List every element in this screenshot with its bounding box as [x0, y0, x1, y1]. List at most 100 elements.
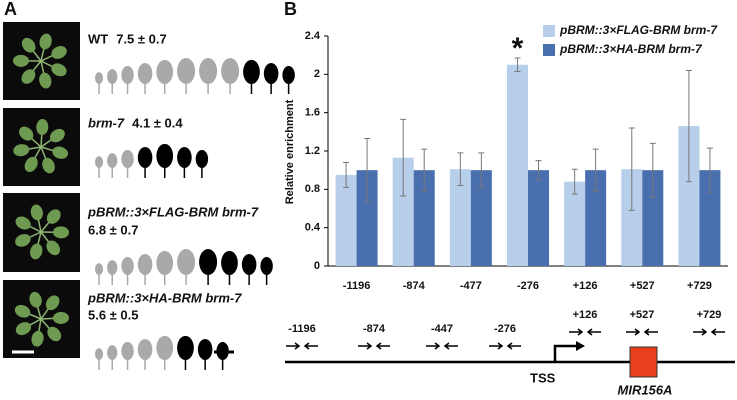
- leaf: [13, 54, 30, 67]
- y-tick-label: 0.8: [305, 183, 320, 195]
- primer-arrow: [426, 342, 458, 350]
- leaf: [19, 126, 34, 141]
- bar: [335, 174, 357, 266]
- leaf-silhouette: [156, 335, 174, 360]
- tss-arrowhead: [576, 341, 585, 351]
- leaf: [30, 243, 43, 260]
- y-axis-label: Relative enrichment: [284, 99, 296, 204]
- leaf-silhouette: [107, 69, 118, 84]
- error-bar: [400, 118, 407, 197]
- primer-arrow: [489, 342, 521, 350]
- leaf: [39, 33, 52, 50]
- bar: [678, 126, 700, 266]
- y-tick-label: 1.6: [305, 107, 320, 119]
- primer-arrow: [358, 342, 390, 350]
- x-tick-label: -477: [460, 280, 482, 292]
- leaf: [36, 119, 49, 136]
- leaf-silhouette: [221, 250, 238, 275]
- annotation: *: [512, 32, 524, 65]
- leaf: [14, 304, 31, 318]
- x-tick-label: -1196: [343, 280, 371, 292]
- leaf: [39, 72, 52, 89]
- leaf: [42, 157, 55, 174]
- leaf-silhouette: [199, 249, 218, 275]
- leaf: [13, 144, 30, 157]
- x-tick-label: -874: [403, 280, 426, 292]
- error-bar: [364, 138, 371, 203]
- gene-label: MIR156A: [618, 382, 673, 397]
- leaf-silhouette: [243, 59, 260, 84]
- leaf-silhouette: [107, 345, 118, 360]
- leaf-silhouette: [156, 143, 174, 168]
- leaf: [51, 46, 67, 59]
- bar: [413, 170, 435, 266]
- leaf-silhouette: [95, 348, 104, 360]
- primer-label: -874: [363, 323, 386, 335]
- tss-arrow: [553, 344, 578, 362]
- leaf-count: 5.6 ± 0.5: [88, 307, 139, 322]
- x-tick-label: +729: [687, 280, 712, 292]
- panel-label: B: [284, 0, 297, 19]
- primer-arrow: [286, 342, 318, 350]
- genotype: pBRM::3×HA-BRM brm-7: [87, 290, 242, 305]
- leaf: [46, 240, 60, 256]
- leaf: [52, 146, 69, 159]
- leaf-silhouette: [95, 72, 104, 84]
- error-bar: [628, 127, 635, 211]
- y-tick-label: 2.4: [305, 30, 321, 42]
- bar: [449, 169, 471, 266]
- x-tick-label: +527: [630, 280, 655, 292]
- bar: [528, 170, 549, 266]
- primer-arrow: [569, 328, 601, 336]
- genotype: brm-7: [88, 115, 125, 130]
- bar: [507, 64, 528, 266]
- leaf-silhouette: [241, 253, 257, 275]
- leaf-count: 4.1 ± 0.4: [132, 115, 183, 130]
- leaf-silhouette: [177, 58, 196, 84]
- bar: [642, 170, 664, 266]
- leaf-silhouette: [137, 146, 153, 168]
- y-tick-label: 2: [314, 68, 320, 80]
- genotype: WT: [88, 31, 108, 46]
- legend-label: pBRM::3×HA-BRM brm-7: [559, 42, 703, 56]
- leaf-silhouette: [121, 66, 134, 84]
- error-bar: [592, 148, 599, 192]
- leaf: [49, 128, 65, 143]
- leaf-silhouette: [107, 153, 118, 168]
- leaf-silhouette: [195, 150, 209, 168]
- leaf-silhouette: [137, 338, 153, 360]
- bar: [470, 170, 492, 266]
- error-bar: [571, 168, 578, 195]
- leaf: [51, 63, 67, 77]
- leaf: [30, 204, 43, 221]
- genotype: pBRM::3×FLAG-BRM brm-7: [87, 204, 259, 219]
- leaf-silhouette: [221, 58, 240, 84]
- bar: [356, 170, 378, 266]
- leaf: [21, 37, 36, 53]
- leaf-silhouette: [156, 59, 174, 84]
- error-bar: [343, 162, 350, 188]
- bar: [699, 170, 721, 266]
- error-bar: [706, 147, 713, 193]
- leaf-count: 7.5 ± 0.7: [116, 31, 167, 46]
- panel-label: A: [4, 0, 17, 19]
- leaf: [46, 209, 61, 224]
- leaf: [15, 234, 31, 247]
- bar: [585, 170, 607, 266]
- y-tick-label: 0: [314, 260, 320, 272]
- leaf-silhouette: [95, 263, 104, 275]
- y-tick-label: 0.4: [305, 222, 321, 234]
- leaf-silhouette: [177, 146, 192, 168]
- primer-arrow: [693, 328, 725, 336]
- leaf: [52, 226, 69, 239]
- legend-swatch: [543, 25, 555, 37]
- leaf-silhouette: [121, 342, 134, 360]
- leaf-silhouette: [260, 257, 273, 275]
- leaf: [31, 330, 44, 347]
- leaf-silhouette: [216, 342, 229, 360]
- leaf: [24, 156, 38, 172]
- gene-box: [629, 346, 658, 378]
- error-bar: [478, 152, 485, 188]
- error-bar: [535, 160, 542, 181]
